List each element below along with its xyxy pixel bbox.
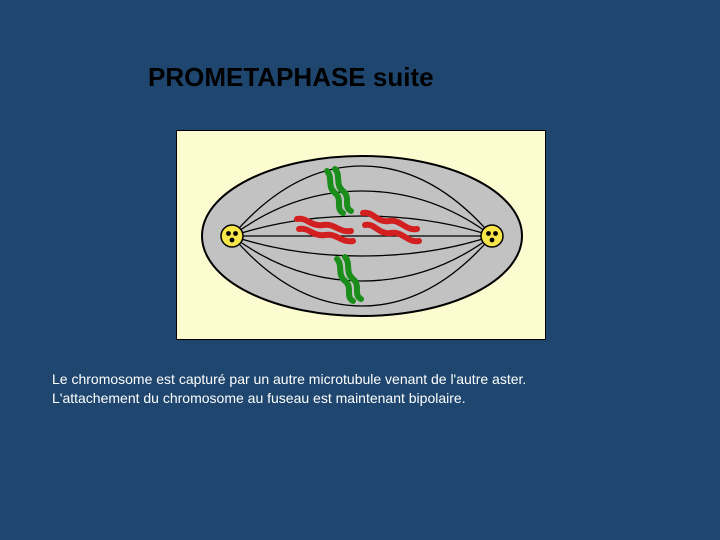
slide-title: PROMETAPHASE suite <box>148 62 434 93</box>
caption: Le chromosome est capturé par un autre m… <box>52 370 526 408</box>
slide: PROMETAPHASE suite Le chromosome est cap… <box>0 0 720 540</box>
caption-line-2: L'attachement du chromosome au fuseau es… <box>52 390 466 406</box>
caption-line-1: Le chromosome est capturé par un autre m… <box>52 371 526 387</box>
figure-frame <box>176 130 546 340</box>
cell-diagram <box>177 131 547 341</box>
